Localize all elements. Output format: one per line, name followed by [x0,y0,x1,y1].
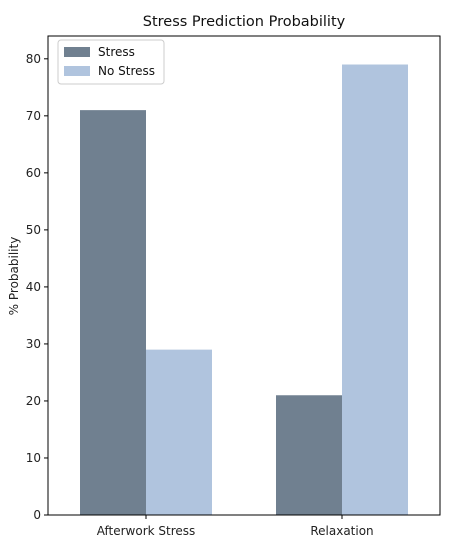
y-tick-label: 60 [26,166,41,180]
x-tick-label: Relaxation [310,524,373,538]
y-tick-label: 0 [33,508,41,522]
y-axis-label: % Probability [7,237,21,316]
x-axis: Afterwork Stress Relaxation [97,515,374,538]
bar-stress-relaxation [276,395,342,515]
plot-frame [47,35,441,516]
y-tick-label: 70 [26,109,41,123]
legend-label: Stress [98,45,135,59]
legend: Stress No Stress [57,39,165,85]
y-tick-label: 80 [26,52,41,66]
x-tick-label: Afterwork Stress [97,524,196,538]
y-tick-label: 10 [26,451,41,465]
legend-swatch [64,66,90,76]
y-tick-label: 40 [26,280,41,294]
y-tick-label: 30 [26,337,41,351]
y-tick-label: 20 [26,394,41,408]
bar-no-stress-relaxation [342,64,408,515]
y-axis: 0 10 20 30 40 50 60 70 80 [26,52,48,522]
legend-swatch [64,47,90,57]
y-tick-label: 50 [26,223,41,237]
bar-no-stress-afterwork-stress [146,349,212,515]
bars-group [80,64,408,515]
bar-stress-afterwork-stress [80,110,146,515]
chart-title: Stress Prediction Probability [143,14,346,30]
legend-label: No Stress [98,64,155,78]
